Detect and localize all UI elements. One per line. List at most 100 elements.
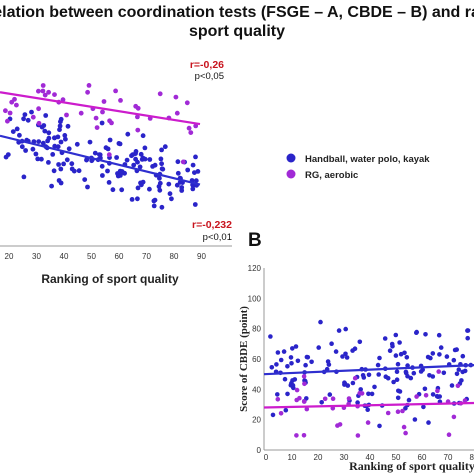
panel-a-point-rg bbox=[173, 94, 179, 100]
panel-a-point-team bbox=[100, 173, 105, 178]
panel-a-point-team bbox=[85, 184, 90, 190]
panel-b-points bbox=[268, 319, 474, 438]
panel-a-point-team bbox=[115, 173, 121, 179]
panel-a-point-team bbox=[17, 132, 22, 138]
panel-b-point-team bbox=[285, 364, 290, 369]
legend: Handball, water polo, kayak RG, aerobic bbox=[286, 153, 430, 181]
panel-a-x-tick-label: 20 bbox=[5, 252, 14, 261]
panel-b-point-team bbox=[268, 334, 273, 339]
panel-a-point-team bbox=[135, 185, 141, 191]
panel-b-point-team bbox=[385, 375, 391, 381]
panel-a-point-team bbox=[42, 128, 48, 134]
panel-b-point-team bbox=[303, 362, 308, 368]
panel-b-point-team bbox=[382, 336, 388, 341]
panel-b-point-rg bbox=[414, 394, 419, 399]
panel-b-point-team bbox=[288, 355, 294, 360]
panel-b-point-team bbox=[430, 351, 436, 356]
panel-b-point-team bbox=[395, 361, 401, 367]
panel-a-point-team bbox=[131, 162, 137, 168]
panel-b-point-team bbox=[437, 352, 442, 357]
panel-a-point-rg bbox=[40, 83, 46, 88]
panel-b-point-team bbox=[465, 335, 471, 341]
panel-a-point-rg bbox=[113, 88, 118, 94]
panel-a-point-team bbox=[157, 187, 163, 193]
panel-a-point-rg bbox=[42, 92, 48, 98]
panel-b-point-team bbox=[365, 407, 371, 413]
panel-a-point-team bbox=[169, 196, 174, 202]
panel-a-point-team bbox=[140, 133, 146, 139]
panel-b-point-rg bbox=[297, 395, 302, 401]
panel-a-point-rg bbox=[174, 110, 180, 116]
panel-b-point-rg bbox=[451, 414, 457, 420]
panel-a-x-label: Ranking of sport quality bbox=[41, 272, 179, 286]
panel-b-point-rg bbox=[330, 396, 336, 402]
panel-b-point-team bbox=[289, 361, 294, 366]
panel-b-point-team bbox=[278, 357, 284, 363]
panel-a-point-team bbox=[192, 202, 198, 207]
panel-b-point-rg bbox=[385, 410, 391, 416]
panel-b-point-rg bbox=[301, 374, 307, 379]
panel-a-x-tick-label: 50 bbox=[87, 252, 96, 261]
panel-b-point-team bbox=[283, 407, 289, 413]
panel-a-point-team bbox=[167, 191, 173, 197]
figure-title-line2: sport quality bbox=[189, 23, 285, 40]
panel-b-point-team bbox=[404, 355, 410, 360]
panel-a-x-tick-label: 80 bbox=[170, 252, 179, 261]
panel-b-point-rg bbox=[302, 381, 307, 387]
panel-b-point-team bbox=[327, 392, 333, 397]
panel-b-point-team bbox=[319, 400, 325, 405]
panel-b-point-team bbox=[342, 380, 347, 386]
panel-a-point-team bbox=[157, 175, 162, 181]
panel-a-point-team bbox=[49, 183, 54, 189]
panel-a-point-team bbox=[29, 109, 34, 115]
panel-b-point-team bbox=[281, 349, 287, 354]
panel-a-point-team bbox=[58, 139, 64, 145]
panel-b-point-team bbox=[423, 332, 428, 337]
panel-b-point-team bbox=[282, 376, 288, 382]
panel-b-y-ticks: 0 20 40 60 80 100 120 bbox=[248, 264, 262, 455]
panel-b-point-rg bbox=[400, 408, 405, 414]
panel-a-point-team bbox=[61, 161, 66, 167]
panel-b-point-rg bbox=[346, 396, 352, 401]
panel-a-r-value-team: r=-0,232 bbox=[192, 219, 232, 231]
panel-b-point-team bbox=[398, 351, 404, 357]
panel-a-point-team bbox=[50, 152, 56, 157]
panel-b-point-rg bbox=[335, 423, 340, 428]
panel-b-point-rg bbox=[446, 432, 452, 438]
panel-b-point-team bbox=[329, 341, 334, 347]
panel-b-point-team bbox=[430, 374, 436, 379]
panel-b-point-team bbox=[344, 355, 350, 360]
panel-b-point-team bbox=[393, 353, 399, 358]
panel-a-point-team bbox=[142, 156, 148, 162]
panel-a-point-team bbox=[159, 204, 165, 210]
panel-a-point-team bbox=[66, 146, 72, 152]
panel-a-point-team bbox=[133, 156, 139, 162]
panel-b-point-team bbox=[430, 392, 436, 397]
panel-a-point-team bbox=[35, 156, 41, 162]
panel-a-point-team bbox=[56, 178, 62, 183]
panel-a-point-team bbox=[23, 148, 28, 153]
panel-a-point-team bbox=[105, 146, 111, 152]
panel-a-point-team bbox=[195, 169, 201, 174]
panel-b-point-team bbox=[394, 369, 400, 375]
panel-a-x-ticks: 20 30 40 50 60 70 80 90 bbox=[5, 252, 207, 261]
panel-a-p-value-rg: p<0,05 bbox=[195, 71, 224, 82]
panel-a-point-team bbox=[33, 151, 39, 157]
panel-b-point-team bbox=[275, 350, 281, 355]
panel-b-x-tick-label: 80 bbox=[470, 453, 474, 462]
panel-a-trend-lines bbox=[0, 91, 201, 186]
panel-a-point-team bbox=[159, 161, 165, 167]
panel-a-point-team bbox=[10, 129, 16, 135]
panel-a-r-value-rg: r=-0,26 bbox=[190, 59, 224, 71]
panel-a-point-team bbox=[55, 144, 61, 150]
panel-a-point-rg bbox=[14, 102, 19, 108]
panel-a-point-team bbox=[159, 166, 165, 172]
panel-b-point-team bbox=[444, 354, 450, 359]
panel-a-point-team bbox=[22, 112, 28, 117]
panel-a-point-team bbox=[140, 179, 146, 185]
panel-b-point-team bbox=[454, 371, 460, 377]
panel-b-point-team bbox=[293, 344, 299, 349]
panel-b-point-team bbox=[390, 344, 395, 349]
panel-a-point-rg bbox=[118, 98, 123, 103]
panel-b-point-team bbox=[326, 362, 332, 367]
